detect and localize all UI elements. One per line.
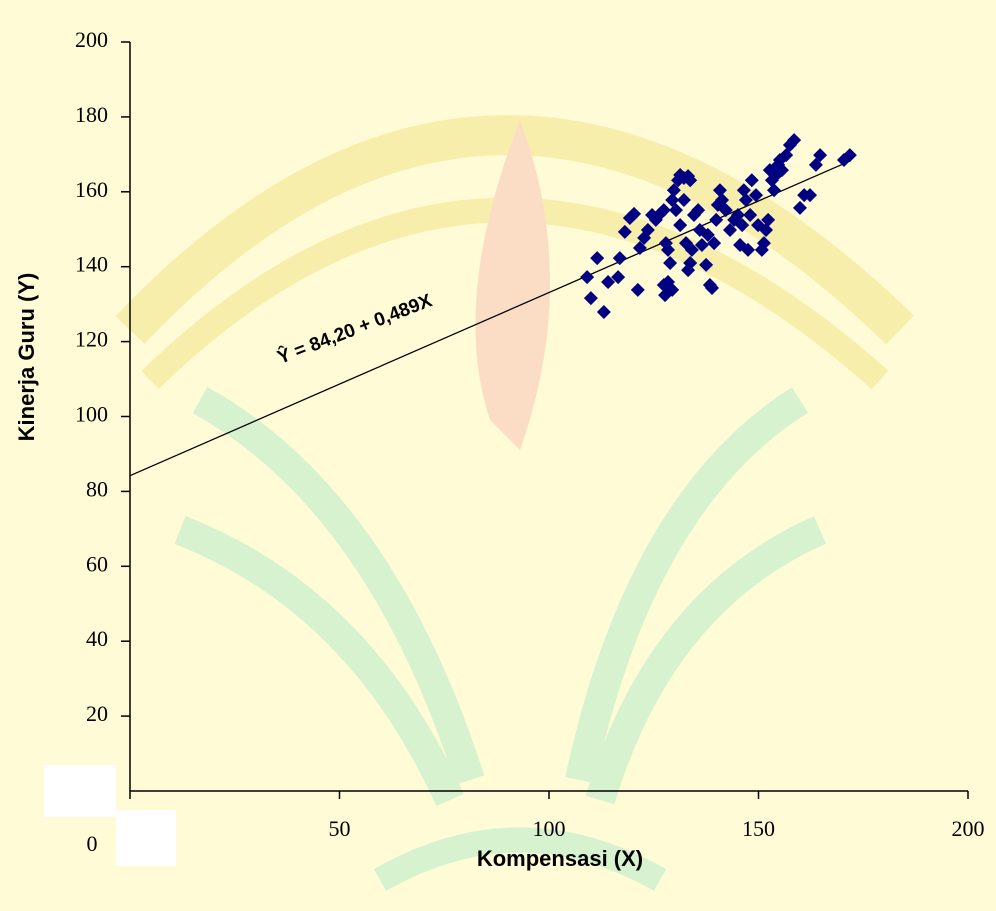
x-tick-label: 100 [533, 816, 566, 841]
point [584, 291, 598, 305]
y-tick-label: 20 [86, 701, 108, 726]
x-tick-label: 50 [329, 816, 351, 841]
point [793, 201, 807, 215]
watermark-leaf [600, 530, 820, 800]
point [745, 173, 759, 187]
x-axis-label: Kompensasi (X) [477, 846, 643, 871]
y-axis-label: Kinerja Guru (Y) [14, 273, 39, 442]
point [673, 218, 687, 232]
y-tick-label: 180 [75, 102, 108, 127]
point [631, 283, 645, 297]
watermark-patch [116, 810, 176, 866]
y-tick-label: 120 [75, 327, 108, 352]
y-tick-label: 160 [75, 177, 108, 202]
point [590, 251, 604, 265]
regression-equation: Ŷ = 84,20 + 0,489X [274, 289, 435, 368]
watermark-flame [475, 120, 550, 450]
y-tick-label: 60 [86, 551, 108, 576]
y-tick-label: 40 [86, 626, 108, 651]
point [767, 183, 781, 197]
y-tick-label: 100 [75, 402, 108, 427]
point [597, 305, 611, 319]
watermark-patch [44, 765, 116, 817]
point [580, 270, 594, 284]
x-tick-label: 150 [742, 816, 775, 841]
watermark [130, 120, 900, 880]
y-tick-label: 140 [75, 252, 108, 277]
y-tick-label: 200 [75, 27, 108, 52]
point [613, 251, 627, 265]
watermark-leaf [200, 400, 470, 780]
chart: Kinerja Guru (Y) Kompensasi (X) Ŷ = 84,2… [0, 0, 996, 911]
x-tick-label: 200 [952, 816, 985, 841]
x-tick-label: 0 [87, 831, 98, 856]
y-tick-label: 80 [86, 476, 108, 501]
